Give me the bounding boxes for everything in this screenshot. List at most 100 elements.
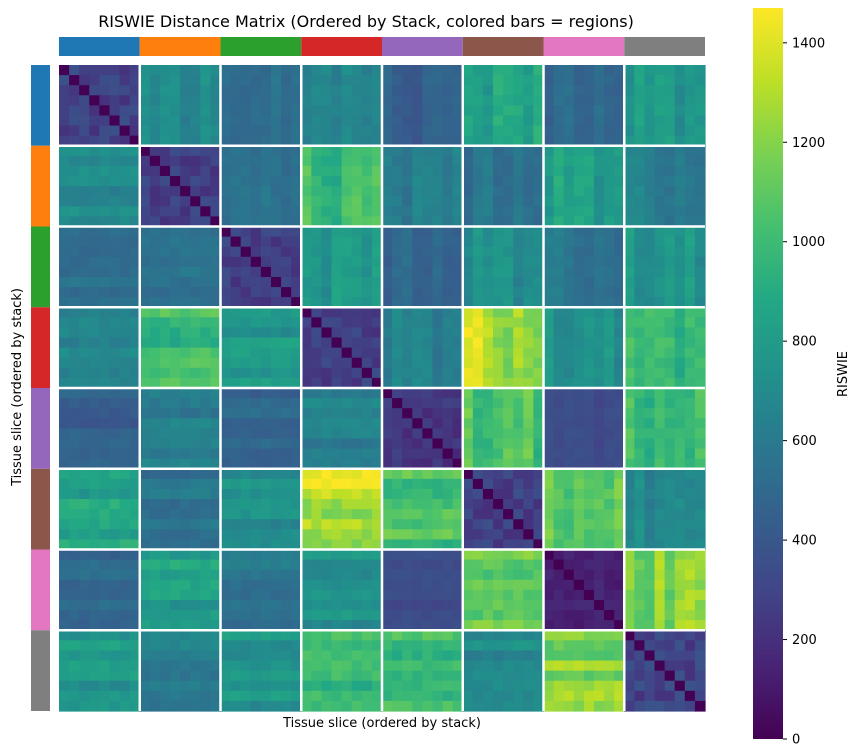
heatmap-cell: [462, 75, 474, 86]
heatmap-cell: [180, 680, 191, 692]
heatmap-cell: [109, 660, 121, 672]
heatmap-cell: [129, 145, 141, 157]
heatmap-cell: [462, 579, 474, 591]
heatmap-cell: [694, 317, 706, 329]
heatmap-cell: [593, 75, 605, 86]
heatmap-cell: [634, 115, 646, 127]
heatmap-cell: [543, 529, 555, 540]
heatmap-cell: [573, 458, 585, 470]
heatmap-cell: [432, 236, 444, 248]
heatmap-cell: [624, 610, 635, 621]
heatmap-cell: [331, 599, 343, 611]
heatmap-cell: [543, 640, 555, 652]
heatmap-cell: [684, 468, 696, 480]
heatmap-cell: [674, 499, 686, 510]
heatmap-cell: [684, 357, 696, 369]
heatmap-cell: [99, 640, 111, 652]
heatmap-cell: [442, 428, 454, 440]
heatmap-cell: [402, 529, 413, 540]
heatmap-cell: [674, 347, 686, 359]
heatmap-cell: [220, 539, 232, 551]
heatmap-cell: [462, 95, 474, 106]
heatmap-cell: [139, 206, 151, 217]
heatmap-cell: [311, 428, 323, 440]
heatmap-cell: [614, 640, 625, 652]
heatmap-cell: [412, 579, 423, 591]
heatmap-cell: [644, 539, 656, 551]
heatmap-cell: [79, 135, 90, 147]
heatmap-cell: [59, 236, 70, 248]
heatmap-cell: [311, 196, 323, 207]
heatmap-cell: [593, 630, 605, 641]
heatmap-cell: [664, 297, 676, 308]
heatmap-cell: [432, 700, 444, 712]
heatmap-cell: [361, 579, 373, 591]
heatmap-cell: [503, 539, 514, 551]
heatmap-cell: [523, 125, 534, 137]
heatmap-cell: [684, 216, 696, 228]
heatmap-cell: [59, 680, 70, 692]
heatmap-cell: [664, 95, 676, 106]
heatmap-cell: [654, 317, 666, 329]
heatmap-cell: [301, 529, 312, 540]
heatmap-cell: [129, 125, 141, 137]
heatmap-cell: [573, 377, 585, 389]
heatmap-cell: [321, 115, 333, 127]
heatmap-cell: [674, 266, 686, 278]
heatmap-cell: [250, 499, 262, 510]
heatmap-cell: [190, 145, 201, 157]
heatmap-cell: [109, 640, 121, 652]
heatmap-cell: [654, 266, 666, 278]
heatmap-cells: [59, 65, 706, 712]
heatmap-cell: [180, 135, 191, 147]
heatmap-cell: [604, 690, 615, 702]
heatmap-cell: [281, 155, 292, 167]
heatmap-cell: [291, 630, 302, 641]
heatmap-cell: [159, 105, 171, 117]
heatmap-cell: [89, 206, 100, 217]
heatmap-cell: [402, 256, 413, 268]
heatmap-cell: [230, 297, 242, 308]
heatmap-cell: [89, 327, 100, 339]
heatmap-cell: [139, 599, 151, 611]
heatmap-cell: [119, 488, 131, 500]
heatmap-cell: [311, 75, 323, 86]
heatmap-cell: [472, 186, 484, 197]
heatmap-cell: [503, 569, 514, 581]
heatmap-cell: [331, 579, 343, 591]
heatmap-cell: [442, 670, 454, 682]
heatmap-cell: [260, 125, 272, 137]
heatmap-cell: [583, 579, 595, 591]
heatmap-cell: [139, 660, 151, 672]
heatmap-cell: [230, 357, 242, 369]
heatmap-cell: [442, 650, 454, 662]
heatmap-cell: [301, 680, 312, 692]
heatmap-cell: [442, 690, 454, 702]
heatmap-cell: [382, 458, 393, 470]
heatmap-cell: [69, 95, 80, 106]
heatmap-cell: [250, 549, 262, 561]
heatmap-cell: [674, 418, 686, 429]
heatmap-cell: [593, 458, 605, 470]
heatmap-cell: [452, 196, 464, 207]
heatmap-cell: [644, 347, 656, 359]
heatmap-cell: [301, 478, 312, 490]
heatmap-cell: [149, 478, 161, 490]
heatmap-cell: [230, 610, 242, 621]
heatmap-cell: [159, 670, 171, 682]
heatmap-cell: [604, 196, 615, 207]
heatmap-cell: [301, 589, 312, 601]
heatmap-cell: [382, 206, 393, 217]
heatmap-cell: [301, 206, 312, 217]
heatmap-cell: [210, 499, 222, 510]
heatmap-cell: [523, 650, 534, 662]
heatmap-cell: [654, 196, 666, 207]
heatmap-cell: [543, 509, 555, 520]
heatmap-cell: [149, 428, 161, 440]
heatmap-cell: [361, 176, 373, 187]
heatmap-cell: [634, 398, 646, 409]
heatmap-cell: [382, 256, 393, 268]
heatmap-cell: [220, 196, 232, 207]
heatmap-cell: [533, 367, 545, 379]
heatmap-cell: [442, 458, 454, 470]
